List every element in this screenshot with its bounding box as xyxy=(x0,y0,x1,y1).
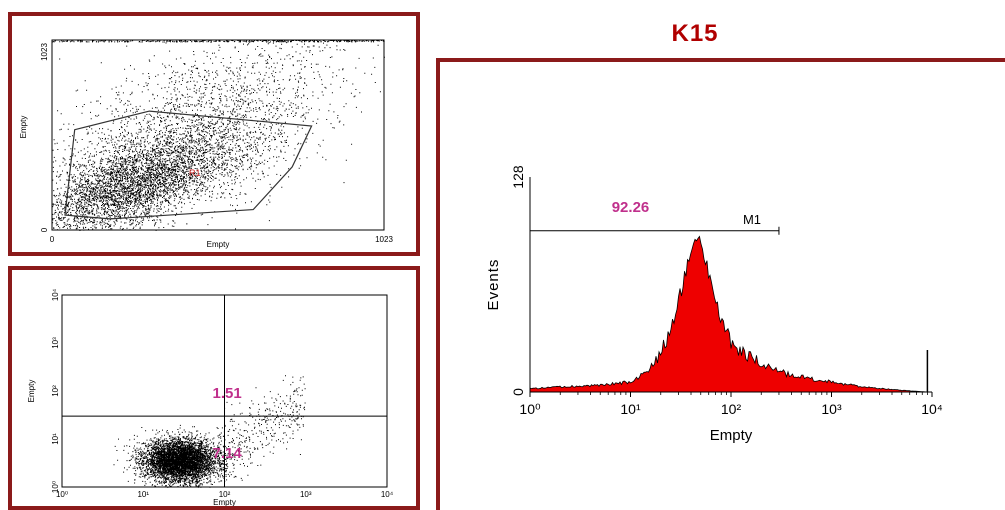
y-tick-label: 128 xyxy=(510,165,526,189)
x-tick-label: 10⁴ xyxy=(381,490,394,499)
x-tick-label: 1023 xyxy=(375,235,393,244)
x-tick-label: 0 xyxy=(50,235,55,244)
x-tick-label: 10² xyxy=(219,490,231,499)
x-axis-label: Empty xyxy=(710,427,753,444)
y-tick-label: 10³ xyxy=(51,337,60,349)
y-tick-label: 0 xyxy=(40,227,49,232)
y-tick-label: 10⁴ xyxy=(51,288,60,301)
upper-right-percentage: 1.51 xyxy=(213,385,242,402)
fsc-ssc-scatter-plot: R1 0 1023 0 1023 Empty Empty xyxy=(19,39,393,249)
y-tick-label: 10⁰ xyxy=(51,481,60,493)
y-tick-label: 0 xyxy=(510,388,526,396)
scatter-events xyxy=(52,40,385,231)
scatter-frame xyxy=(51,39,385,231)
y-axis-label: Events xyxy=(485,259,502,311)
y-axis-label: Empty xyxy=(19,116,28,139)
y-tick-label: 1023 xyxy=(40,43,49,61)
quadrant-events xyxy=(113,375,306,488)
chart-title: K15 xyxy=(671,20,719,47)
x-tick-label: 10⁴ xyxy=(921,401,943,417)
x-tick-label: 10⁰ xyxy=(519,401,541,417)
histogram-area xyxy=(529,235,932,393)
scatter-plot-panel: R1 0 1023 0 1023 Empty Empty xyxy=(8,12,420,256)
histogram-panel: 10⁰ 10¹ 10² 10³ 10⁴ 0 128 Empty Events M1 92.26 xyxy=(436,58,1005,510)
gate-label: R1 xyxy=(189,168,201,178)
x-tick-label: 10² xyxy=(721,401,742,417)
y-tick-label: 10¹ xyxy=(51,433,60,445)
quadrant-plot-panel: 1.51 7.14 10⁰ 10⁰ 10¹ 10¹ 10² 10² 10³ 10³ 10⁴ 10⁴ Em… xyxy=(8,266,420,510)
x-axis-label: Empty xyxy=(213,498,236,506)
x-axis-label: Empty xyxy=(207,240,230,249)
x-tick-label: 10¹ xyxy=(620,401,641,417)
gate-region xyxy=(64,110,313,220)
y-axis-label: Empty xyxy=(27,380,36,403)
events-histogram: 10⁰ 10¹ 10² 10³ 10⁴ 0 128 Empty Events M1 92.26 xyxy=(485,165,943,444)
marker-percentage: 92.26 xyxy=(612,199,650,216)
y-tick-label: 10² xyxy=(51,385,60,397)
marker-name: M1 xyxy=(743,212,761,227)
x-tick-label: 10⁰ xyxy=(56,490,68,499)
x-tick-label: 10³ xyxy=(300,490,312,499)
lower-right-percentage: 7.14 xyxy=(213,445,243,462)
x-tick-label: 10³ xyxy=(821,401,842,417)
x-tick-label: 10¹ xyxy=(137,490,149,499)
